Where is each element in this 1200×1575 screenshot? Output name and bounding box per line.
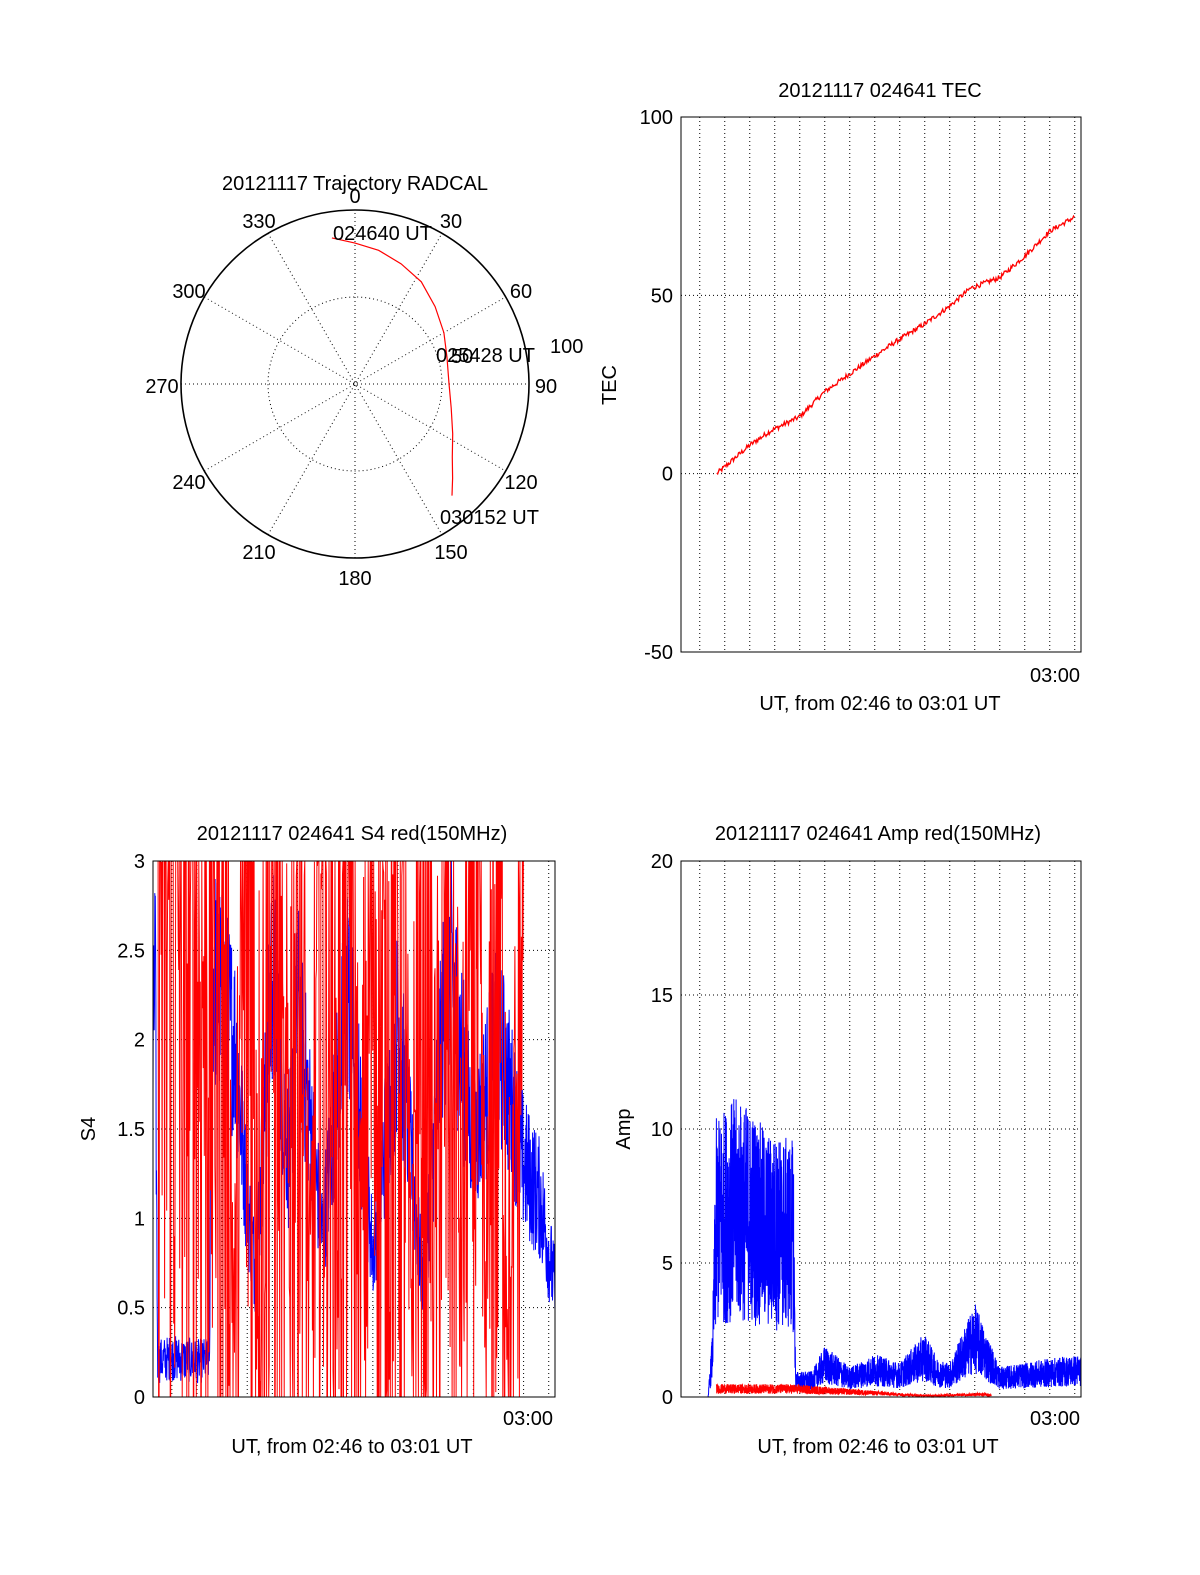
- polar-angle-label-60: 60: [510, 281, 532, 303]
- polar-angle-label-210: 210: [242, 542, 275, 564]
- s4-ytick-5: 2.5: [117, 940, 145, 962]
- amp-y-axis-label: Amp: [613, 1108, 635, 1149]
- s4-y-ticks: 0 0.5 1 1.5 2 2.5 3: [117, 851, 145, 1409]
- polar-title: 20121117 Trajectory RADCAL: [222, 173, 488, 195]
- polar-angle-label-150: 150: [434, 542, 467, 564]
- amp-xtick-label: 03:00: [1030, 1408, 1080, 1430]
- tec-y-ticks: -50 0 50 100: [640, 107, 673, 664]
- amp-series: [681, 1099, 1082, 1399]
- s4-ytick-6: 3: [134, 851, 145, 873]
- polar-annotation-start: 024640 UT: [333, 223, 432, 245]
- amp-series-blue-line: [681, 1099, 1082, 1398]
- polar-annotation-end: 030152 UT: [440, 507, 539, 529]
- polar-chart: 20121117 Trajectory RADCAL 0 30 60 90 12…: [145, 173, 583, 590]
- tec-plot-frame: [680, 116, 1082, 653]
- amp-series-red-line: [715, 1383, 992, 1399]
- tec-series-line: [716, 214, 1075, 476]
- s4-ytick-2: 1: [134, 1208, 145, 1230]
- polar-angle-label-270: 270: [145, 376, 178, 398]
- polar-angle-label-300: 300: [172, 281, 205, 303]
- amp-ytick-2: 10: [651, 1119, 673, 1141]
- tec-chart: 20121117 024641 TEC -50 0 50 100 03:00 UT, …: [599, 80, 1082, 715]
- s4-xtick-label: 03:00: [503, 1408, 553, 1430]
- tec-grid: [681, 117, 1081, 652]
- amp-ytick-3: 15: [651, 985, 673, 1007]
- s4-y-axis-label: S4: [78, 1117, 100, 1141]
- tec-xtick-label: 03:00: [1030, 665, 1080, 687]
- tec-title: 20121117 024641 TEC: [778, 80, 982, 102]
- s4-x-axis-label: UT, from 02:46 to 03:01 UT: [231, 1436, 472, 1458]
- polar-annotations: 024640 UT 025428 UT 030152 UT: [333, 223, 539, 529]
- s4-ytick-4: 2: [134, 1030, 145, 1052]
- amp-y-ticks: 0 5 10 15 20: [651, 851, 673, 1409]
- amp-x-axis-label: UT, from 02:46 to 03:01 UT: [757, 1436, 998, 1458]
- polar-radius-labels: 50 100: [451, 336, 583, 368]
- polar-grid: [180, 209, 530, 559]
- polar-angle-labels: 0 30 60 90 120 150 180 210 240 270 300 3…: [145, 186, 557, 590]
- amp-plot-frame: [680, 860, 1082, 1398]
- s4-title: 20121117 024641 S4 red(150MHz): [197, 823, 508, 845]
- polar-angle-label-90: 90: [535, 376, 557, 398]
- polar-angle-label-0: 0: [349, 186, 360, 208]
- s4-ytick-1: 0.5: [117, 1298, 145, 1320]
- tec-ytick-1: 0: [662, 464, 673, 486]
- amp-ytick-1: 5: [662, 1253, 673, 1275]
- s4-plot-frame: [152, 860, 556, 1398]
- polar-inner-circle: [267, 296, 443, 472]
- polar-angle-label-330: 330: [242, 211, 275, 233]
- polar-radius-label-100: 100: [550, 336, 583, 358]
- tec-ytick-3: 100: [640, 107, 673, 129]
- polar-angle-label-30: 30: [440, 211, 462, 233]
- s4-ytick-0: 0: [134, 1387, 145, 1409]
- tec-ytick-0: -50: [644, 642, 673, 664]
- polar-annotation-mid: 025428 UT: [436, 345, 535, 367]
- tec-x-axis-label: UT, from 02:46 to 03:01 UT: [759, 693, 1000, 715]
- polar-trajectory-line: [331, 237, 454, 496]
- s4-chart: 20121117 024641 S4 red(150MHz) 0 0.5 1 1.5 2…: [78, 823, 556, 1458]
- amp-ytick-4: 20: [651, 851, 673, 873]
- amp-chart: 20121117 024641 Amp red(150MHz) 0 5 10 15 20…: [613, 823, 1082, 1458]
- amp-title: 20121117 024641 Amp red(150MHz): [715, 823, 1041, 845]
- s4-ytick-3: 1.5: [117, 1119, 145, 1141]
- tec-ytick-2: 50: [651, 285, 673, 307]
- tec-y-axis-label: TEC: [599, 365, 621, 405]
- polar-radius-label-50: 50: [451, 346, 473, 368]
- amp-ytick-0: 0: [662, 1387, 673, 1409]
- polar-angle-label-120: 120: [504, 472, 537, 494]
- polar-angle-label-180: 180: [338, 568, 371, 590]
- polar-angle-label-240: 240: [172, 472, 205, 494]
